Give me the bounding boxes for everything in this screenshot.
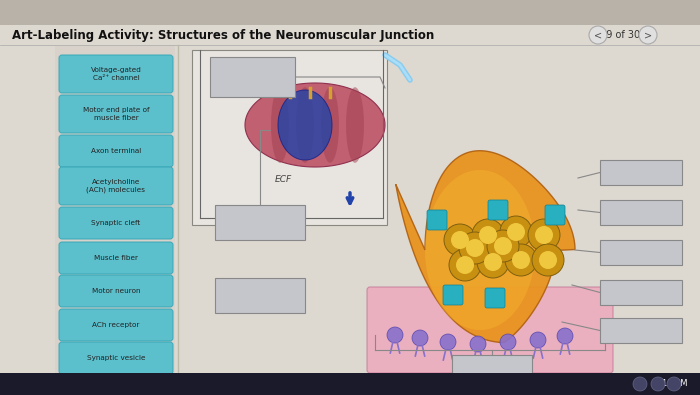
Circle shape <box>470 336 486 352</box>
FancyBboxPatch shape <box>0 45 700 375</box>
Circle shape <box>532 244 564 276</box>
Circle shape <box>500 216 532 248</box>
Text: Motor end plate of
muscle fiber: Motor end plate of muscle fiber <box>83 107 149 121</box>
FancyBboxPatch shape <box>192 50 387 225</box>
Polygon shape <box>395 151 575 342</box>
FancyBboxPatch shape <box>452 355 532 387</box>
Circle shape <box>484 253 502 271</box>
Circle shape <box>639 26 657 44</box>
Polygon shape <box>278 90 332 160</box>
FancyBboxPatch shape <box>600 318 682 343</box>
Ellipse shape <box>346 87 364 163</box>
Circle shape <box>444 224 476 256</box>
FancyBboxPatch shape <box>215 278 305 313</box>
Polygon shape <box>245 83 385 167</box>
Text: ACh receptor: ACh receptor <box>92 322 140 328</box>
FancyBboxPatch shape <box>600 240 682 265</box>
FancyBboxPatch shape <box>59 309 173 341</box>
Circle shape <box>530 332 546 348</box>
Circle shape <box>535 226 553 244</box>
Text: Muscle fiber: Muscle fiber <box>94 255 138 261</box>
Circle shape <box>494 237 512 255</box>
Circle shape <box>479 226 497 244</box>
Ellipse shape <box>321 87 339 163</box>
Ellipse shape <box>271 87 289 163</box>
FancyBboxPatch shape <box>59 95 173 133</box>
Circle shape <box>387 327 403 343</box>
Circle shape <box>456 256 474 274</box>
FancyBboxPatch shape <box>600 200 682 225</box>
FancyBboxPatch shape <box>59 167 173 205</box>
Circle shape <box>459 232 491 264</box>
Text: <: < <box>594 30 602 40</box>
FancyBboxPatch shape <box>0 25 700 45</box>
Circle shape <box>505 244 537 276</box>
Circle shape <box>500 334 516 350</box>
FancyBboxPatch shape <box>443 285 463 305</box>
FancyBboxPatch shape <box>545 205 565 225</box>
FancyBboxPatch shape <box>59 242 173 274</box>
FancyBboxPatch shape <box>485 288 505 308</box>
Text: ECF: ECF <box>274 175 291 184</box>
FancyBboxPatch shape <box>59 55 173 93</box>
Circle shape <box>440 334 456 350</box>
Ellipse shape <box>296 87 314 163</box>
Text: Art-Labeling Activity: Structures of the Neuromuscular Junction: Art-Labeling Activity: Structures of the… <box>12 28 434 41</box>
Circle shape <box>472 219 504 251</box>
FancyBboxPatch shape <box>59 342 173 374</box>
Circle shape <box>539 251 557 269</box>
FancyBboxPatch shape <box>210 57 295 97</box>
FancyBboxPatch shape <box>0 373 700 395</box>
FancyBboxPatch shape <box>600 280 682 305</box>
Text: >: > <box>644 30 652 40</box>
FancyBboxPatch shape <box>427 210 447 230</box>
FancyBboxPatch shape <box>59 207 173 239</box>
Circle shape <box>528 219 560 251</box>
Circle shape <box>512 251 530 269</box>
Text: Voltage-gated
Ca²⁺ channel: Voltage-gated Ca²⁺ channel <box>90 67 141 81</box>
Text: Synaptic cleft: Synaptic cleft <box>92 220 141 226</box>
FancyBboxPatch shape <box>0 0 700 25</box>
FancyBboxPatch shape <box>488 200 508 220</box>
Circle shape <box>557 328 573 344</box>
Text: 5:10 PM: 5:10 PM <box>654 380 688 389</box>
Text: Synaptic vesicle: Synaptic vesicle <box>87 355 146 361</box>
Polygon shape <box>425 170 535 330</box>
FancyBboxPatch shape <box>59 275 173 307</box>
Circle shape <box>589 26 607 44</box>
FancyBboxPatch shape <box>367 287 613 373</box>
FancyBboxPatch shape <box>59 135 173 167</box>
Circle shape <box>651 377 665 391</box>
Circle shape <box>449 249 481 281</box>
FancyBboxPatch shape <box>600 160 682 185</box>
Text: 29 of 30: 29 of 30 <box>600 30 640 40</box>
Circle shape <box>507 223 525 241</box>
Circle shape <box>477 246 509 278</box>
Circle shape <box>466 239 484 257</box>
FancyBboxPatch shape <box>215 205 305 240</box>
Circle shape <box>487 230 519 262</box>
Circle shape <box>412 330 428 346</box>
Text: Motor neuron: Motor neuron <box>92 288 140 294</box>
Circle shape <box>451 231 469 249</box>
Text: Axon terminal: Axon terminal <box>91 148 141 154</box>
FancyBboxPatch shape <box>55 45 175 375</box>
Circle shape <box>667 377 681 391</box>
Circle shape <box>633 377 647 391</box>
Text: Acetylcholine
(ACh) molecules: Acetylcholine (ACh) molecules <box>87 179 146 193</box>
